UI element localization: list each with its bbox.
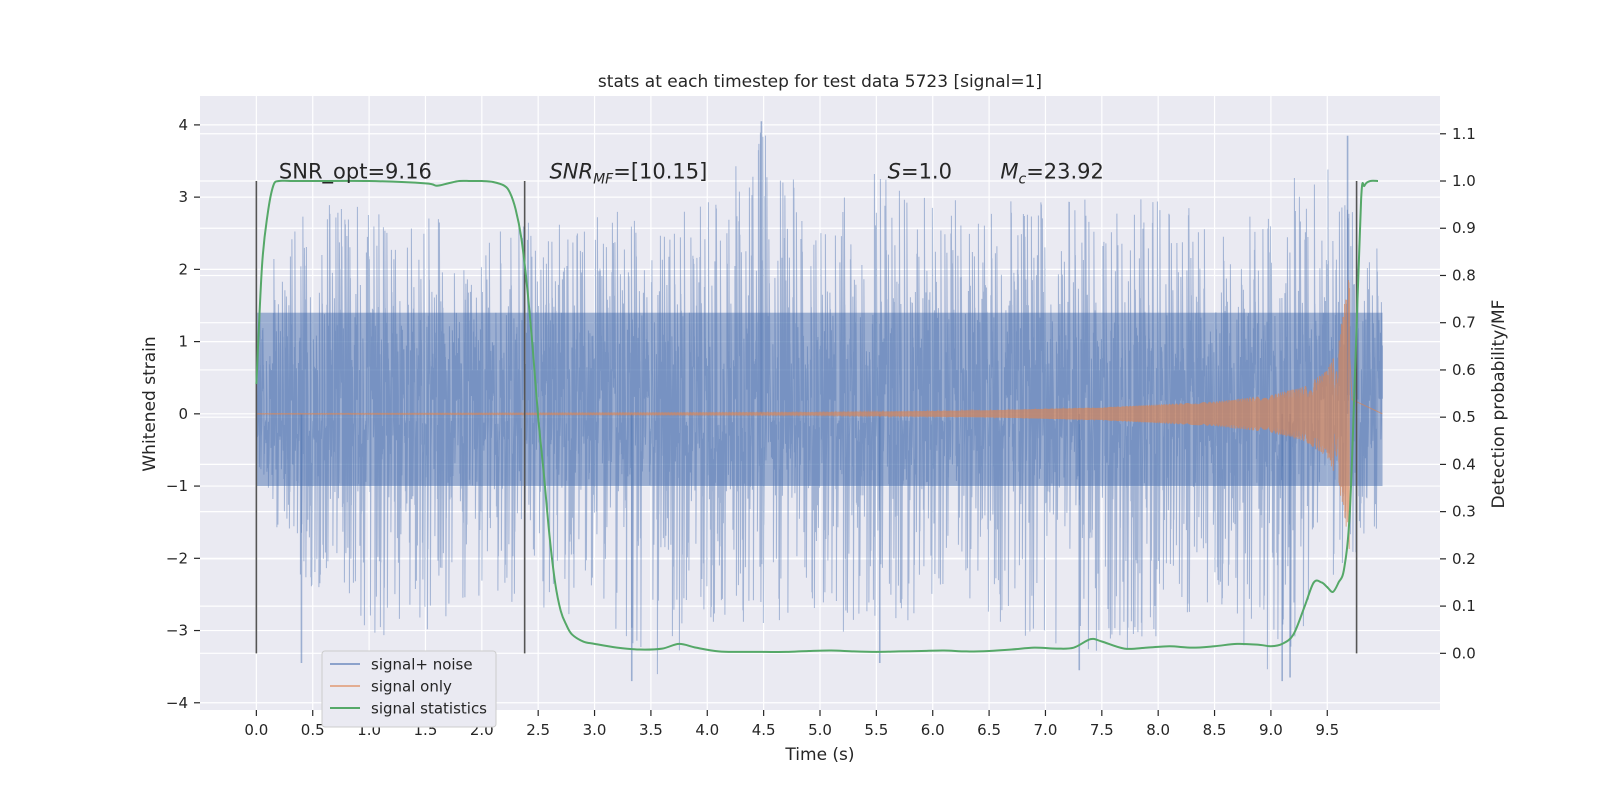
x-tick-label: 3.0 xyxy=(583,721,607,739)
annotation-label: Mc=23.92 xyxy=(1000,160,1104,188)
noise-core-band xyxy=(256,312,1383,487)
x-tick-label: 7.5 xyxy=(1090,721,1114,739)
y-right-tick-label: 1.0 xyxy=(1452,172,1476,190)
y-right-tick-label: 0.1 xyxy=(1452,597,1476,615)
y-right-tick-label: 0.6 xyxy=(1452,361,1476,379)
y-left-tick-label: 2 xyxy=(178,260,188,278)
y-axis-label-right: Detection probability/MF xyxy=(1489,300,1509,509)
y-left-tick-label: −3 xyxy=(166,622,188,640)
x-tick-label: 6.0 xyxy=(921,721,945,739)
x-tick-label: 6.5 xyxy=(977,721,1001,739)
x-tick-label: 4.5 xyxy=(752,721,776,739)
y-right-tick-label: 1.1 xyxy=(1452,125,1476,143)
x-tick-label: 9.5 xyxy=(1315,721,1339,739)
x-tick-label: 2.5 xyxy=(526,721,550,739)
y-axis-label-left: Whitened strain xyxy=(140,336,160,471)
x-tick-label: 5.5 xyxy=(864,721,888,739)
statistics-line xyxy=(255,179,1379,653)
x-tick-label: 9.0 xyxy=(1259,721,1283,739)
x-tick-label: 7.0 xyxy=(1034,721,1058,739)
legend-label-signal: signal only xyxy=(371,678,452,696)
y-left-tick-label: −4 xyxy=(166,694,188,712)
y-right-tick-label: 0.8 xyxy=(1452,266,1476,284)
y-left-tick-label: 1 xyxy=(178,333,188,351)
annotation-label: SNR_opt=9.16 xyxy=(279,160,432,185)
chart-title: stats at each timestep for test data 572… xyxy=(598,72,1042,92)
y-left-tick-label: −2 xyxy=(166,549,188,567)
y-right-tick-label: 0.7 xyxy=(1452,314,1476,332)
y-right-tick-label: 0.2 xyxy=(1452,550,1476,568)
noise-trace xyxy=(255,132,1383,675)
annotation-label: SNRMF=[10.15] xyxy=(549,160,707,188)
axis-ticks: 0.0 0.5 1.0 1.5 2.0 2.5 3.0 3.5 4.0 4.5 5.0 5.5 6.0 6… xyxy=(166,116,1476,739)
x-tick-label: 8.5 xyxy=(1203,721,1227,739)
noise-series-group xyxy=(255,121,1383,682)
x-tick-label: 4.0 xyxy=(695,721,719,739)
annotation-label: S=1.0 xyxy=(888,160,952,184)
x-tick-label: 0.5 xyxy=(301,721,325,739)
statistics-series-group xyxy=(255,179,1379,653)
y-right-tick-label: 0.3 xyxy=(1452,503,1476,521)
y-right-tick-label: 0.0 xyxy=(1452,644,1476,662)
x-tick-label: 0.0 xyxy=(244,721,268,739)
y-right-tick-label: 0.9 xyxy=(1452,219,1476,237)
x-tick-label: 5.0 xyxy=(808,721,832,739)
y-left-tick-label: 0 xyxy=(178,405,188,423)
y-left-tick-label: 4 xyxy=(178,116,188,134)
y-left-tick-label: 3 xyxy=(178,188,188,206)
y-left-tick-label: −1 xyxy=(166,477,188,495)
legend-label-noise: signal+ noise xyxy=(371,656,473,674)
x-tick-label: 8.0 xyxy=(1146,721,1170,739)
x-tick-label: 3.5 xyxy=(639,721,663,739)
y-right-tick-label: 0.5 xyxy=(1452,408,1476,426)
y-right-tick-label: 0.4 xyxy=(1452,455,1476,473)
signal-trace xyxy=(255,280,1383,550)
annotations-group: SNR_opt=9.16 SNRMF=[10.15] S=1.0 Mc=23.92 xyxy=(279,160,1104,188)
legend-box xyxy=(321,650,497,728)
signal-series-group xyxy=(255,280,1383,550)
legend: signal+ noise signal only signal statist… xyxy=(321,650,497,728)
legend-label-statistics: signal statistics xyxy=(371,700,487,718)
x-axis-label: Time (s) xyxy=(784,745,854,765)
